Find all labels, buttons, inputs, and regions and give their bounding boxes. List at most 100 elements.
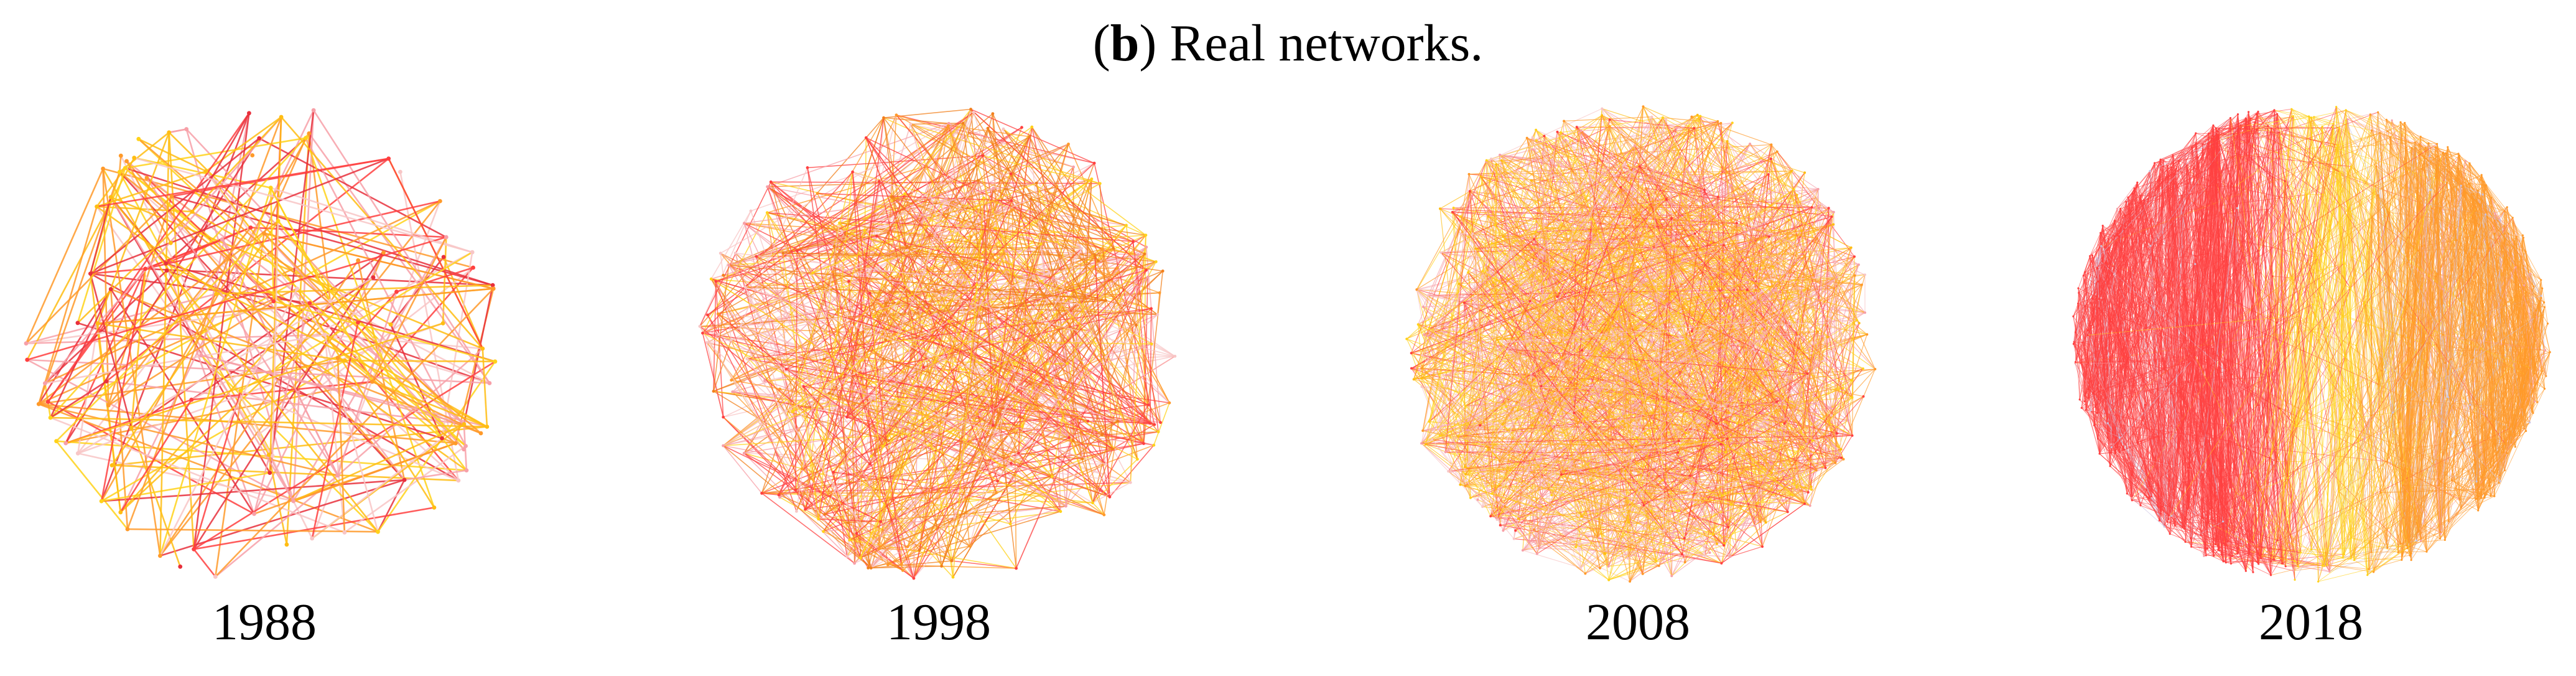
network-edge bbox=[1522, 482, 1758, 551]
network-edge bbox=[948, 123, 1074, 168]
network-edge bbox=[1642, 106, 1797, 487]
network-edge bbox=[1532, 137, 1547, 214]
network-node bbox=[992, 186, 995, 190]
network-node bbox=[1021, 425, 1024, 428]
network-node bbox=[1009, 172, 1013, 176]
network-edge bbox=[822, 464, 870, 532]
network-edge bbox=[1413, 164, 1497, 380]
network-node bbox=[1677, 439, 1680, 443]
network-node bbox=[1584, 572, 1587, 575]
network-edge bbox=[883, 117, 949, 124]
network-edge bbox=[699, 326, 870, 465]
network-edge bbox=[1628, 223, 1737, 523]
network-edge bbox=[910, 123, 964, 125]
network-node bbox=[1148, 421, 1152, 425]
network-edge bbox=[807, 155, 983, 169]
network-edge bbox=[856, 533, 888, 565]
network-edge bbox=[2350, 558, 2402, 560]
network-edge bbox=[311, 322, 359, 539]
network-node bbox=[322, 332, 327, 337]
network-edge bbox=[1105, 314, 1158, 358]
network-node bbox=[1676, 311, 1680, 314]
network-node bbox=[1102, 513, 1106, 517]
network-edge bbox=[1514, 454, 1841, 540]
network-node bbox=[1662, 558, 1665, 561]
network-edge bbox=[995, 227, 1149, 405]
network-edge bbox=[159, 132, 170, 556]
network-edge bbox=[130, 427, 181, 567]
network-node bbox=[440, 321, 445, 326]
network-edge bbox=[1784, 423, 1813, 441]
network-edge bbox=[131, 253, 384, 429]
network-edge bbox=[1448, 310, 1783, 472]
network-edge bbox=[1599, 397, 1853, 569]
network-node bbox=[1152, 443, 1156, 447]
network-edge bbox=[1010, 276, 1148, 464]
network-edge bbox=[715, 281, 724, 418]
network-edge bbox=[1803, 277, 1837, 428]
network-node bbox=[1466, 464, 1469, 467]
network-node bbox=[1739, 504, 1742, 507]
network-node bbox=[1156, 430, 1160, 434]
network-node bbox=[1136, 458, 1139, 461]
network-edge bbox=[1749, 174, 1769, 392]
network-node bbox=[1527, 315, 1529, 318]
network-edge bbox=[2073, 303, 2079, 317]
network-edge bbox=[883, 117, 947, 199]
network-node bbox=[777, 493, 781, 497]
network-node bbox=[778, 387, 782, 391]
network-node bbox=[1853, 274, 1856, 277]
network-node bbox=[1005, 250, 1008, 253]
network-edge bbox=[1488, 216, 1836, 464]
network-node bbox=[335, 473, 340, 478]
network-edge bbox=[1438, 427, 1466, 487]
network-edge bbox=[745, 286, 1085, 298]
network-node bbox=[1495, 163, 1498, 166]
network-edge bbox=[1709, 281, 1758, 483]
network-edge bbox=[1527, 120, 1667, 471]
network-edge bbox=[1580, 469, 1761, 522]
network-node bbox=[1574, 453, 1578, 456]
network-node bbox=[953, 515, 956, 519]
network-edges-2018 bbox=[2073, 106, 2550, 582]
network-edge bbox=[804, 248, 1082, 510]
network-node bbox=[1563, 120, 1566, 123]
network-edge bbox=[1770, 159, 1860, 324]
figure-title: (b) Real networks. bbox=[1092, 14, 1484, 72]
network-edge bbox=[1653, 408, 1831, 446]
network-node bbox=[1723, 544, 1726, 547]
network-edge bbox=[77, 211, 193, 324]
network-node bbox=[1688, 474, 1691, 477]
network-edge bbox=[876, 128, 1004, 237]
network-edge bbox=[119, 156, 122, 172]
network-node bbox=[1143, 252, 1146, 256]
network-edge bbox=[372, 380, 488, 428]
network-edge bbox=[1834, 435, 1853, 464]
network-node bbox=[882, 116, 885, 120]
network-node bbox=[432, 505, 437, 510]
network-node bbox=[1735, 548, 1738, 552]
network-edge bbox=[744, 222, 998, 271]
network-edge bbox=[1467, 126, 1611, 273]
network-node bbox=[1806, 491, 1810, 494]
network-node bbox=[1131, 240, 1135, 243]
network-edge bbox=[824, 243, 1042, 515]
network-node bbox=[1833, 287, 1836, 289]
network-edge bbox=[1492, 164, 1497, 494]
network-node bbox=[1735, 222, 1738, 225]
network-node bbox=[709, 277, 713, 281]
network-edge bbox=[1842, 284, 1862, 389]
network-edge bbox=[201, 354, 465, 425]
network-node bbox=[1830, 407, 1833, 410]
network-edge bbox=[730, 339, 954, 578]
network-node bbox=[1467, 271, 1470, 274]
network-edges-2008 bbox=[1406, 106, 1876, 582]
network-edge bbox=[192, 210, 391, 326]
network-edge bbox=[867, 552, 872, 568]
network-node bbox=[1104, 299, 1107, 303]
network-node bbox=[946, 124, 950, 128]
network-node bbox=[1476, 498, 1479, 501]
network-node bbox=[730, 338, 733, 342]
network-edge bbox=[1629, 444, 1704, 582]
network-edge bbox=[1413, 378, 1528, 471]
